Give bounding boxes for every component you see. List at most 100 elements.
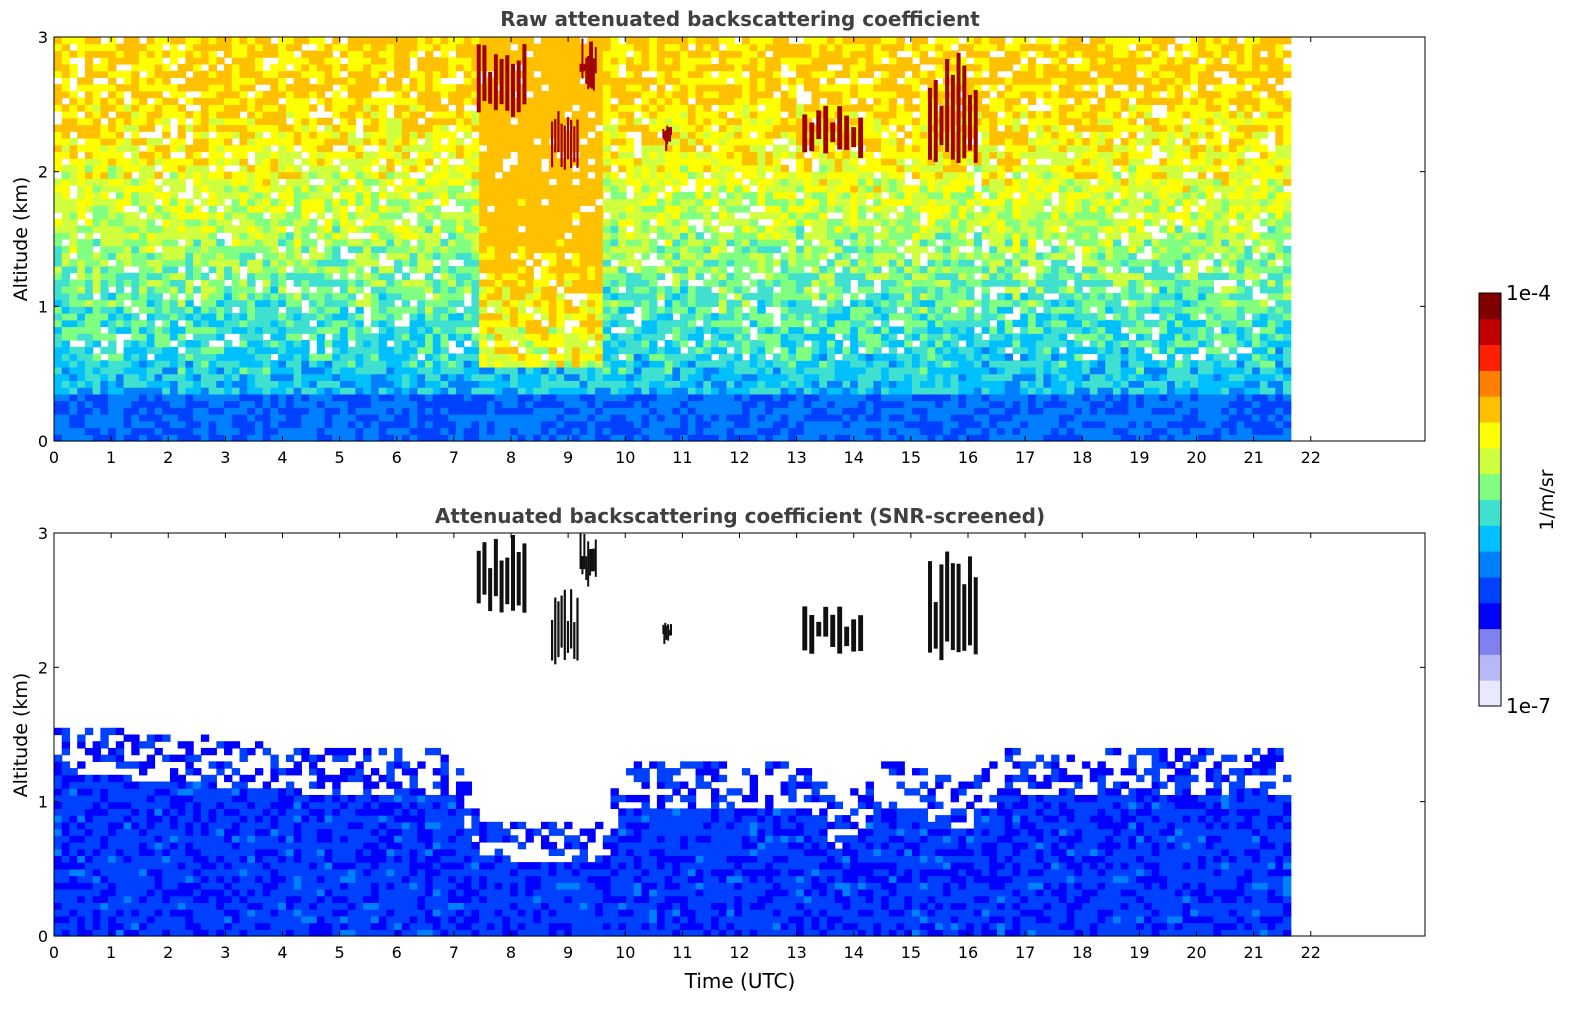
heatmap-cell [108,400,117,408]
heatmap-cell [610,225,619,233]
heatmap-cell [169,144,179,153]
heatmap-cell [610,57,619,65]
heatmap-cell [633,279,643,287]
heatmap-cell [726,279,735,287]
heatmap-cell [100,420,109,429]
heatmap-cell [378,245,387,254]
heatmap-cell [417,427,426,435]
heatmap-cell [595,239,604,247]
heatmap-cell [293,232,302,240]
heatmap-cell [664,138,673,146]
heatmap-cell [108,171,117,179]
heatmap-cell [239,185,248,193]
heatmap-cell [440,131,449,139]
heatmap-cell [556,218,565,227]
heatmap-cell [656,90,666,99]
heatmap-cell [757,239,766,247]
heatmap-cell [285,346,295,355]
heatmap-cell [100,97,109,105]
heatmap-cell [208,50,217,58]
heatmap-cell [463,205,473,213]
heatmap-cell [84,117,94,126]
heatmap-cell [757,286,766,294]
heatmap-cell [602,198,612,206]
heatmap-cell [193,191,202,200]
heatmap-cell [139,117,148,126]
heatmap-cell [479,407,488,415]
heatmap-cell [363,124,372,132]
heatmap-cell [169,279,179,287]
heatmap-cell [649,164,658,173]
heatmap-cell [61,299,71,307]
heatmap-cell [734,272,743,280]
heatmap-cell [285,124,295,132]
heatmap-cell [254,63,264,72]
heatmap-cell [471,232,480,240]
heatmap-cell [432,245,442,254]
heatmap-cell [332,90,341,99]
heatmap-cell [200,131,210,139]
heatmap-cell [177,279,187,287]
heatmap-cell [54,43,63,52]
heatmap-cell [455,434,465,442]
heatmap-cell [254,198,264,206]
heatmap-cell [177,252,187,260]
heatmap-cell [262,265,272,274]
heatmap-cell [247,185,256,193]
heatmap-cell [595,63,604,72]
heatmap-cell [193,185,202,193]
heatmap-cell [316,360,326,368]
heatmap-cell [664,326,673,334]
heatmap-cell [224,171,233,179]
heatmap-cell [595,400,604,408]
heatmap-cell [270,111,279,119]
heatmap-cell [649,212,658,220]
heatmap-cell [401,90,411,99]
heatmap-cell [618,380,627,388]
heatmap-cell [177,366,187,375]
heatmap-cell [525,185,534,193]
heatmap-cell [587,326,596,334]
heatmap-cell [718,340,728,348]
heatmap-cell [231,286,241,294]
heatmap-cell [231,124,241,132]
heatmap-cell [332,111,341,119]
heatmap-cell [193,265,202,274]
heatmap-cell [548,414,558,422]
heatmap-cell [278,70,287,78]
heatmap-cell [293,292,302,301]
heatmap-cell [579,313,588,321]
heatmap-cell [510,414,519,422]
heatmap-cell [247,265,256,274]
heatmap-cell [270,232,279,240]
heatmap-cell [200,239,210,247]
heatmap-cell [533,306,542,314]
heatmap-cell [757,373,766,381]
heatmap-cell [579,299,588,307]
heatmap-cell [347,171,357,179]
heatmap-cell [463,400,473,408]
heatmap-cell [711,265,720,274]
heatmap-cell [749,400,759,408]
heatmap-cell [587,272,596,280]
heatmap-cell [726,90,735,99]
heatmap-cell [92,63,101,72]
heatmap-cell [417,212,426,220]
heatmap-cell [301,319,310,328]
heatmap-cell [370,70,380,78]
heatmap-cell [100,124,109,132]
heatmap-cell [718,178,728,186]
heatmap-cell [254,131,264,139]
heatmap-cell [200,387,210,395]
heatmap-cell [680,158,689,166]
heatmap-cell [440,434,449,442]
heatmap-cell [84,171,94,179]
heatmap-cell [486,387,496,395]
heatmap-cell [417,57,426,65]
heatmap-cell [108,37,117,45]
heatmap-cell [618,144,627,153]
heatmap-cell [649,37,658,45]
heatmap-cell [262,373,272,381]
heatmap-cell [448,151,457,159]
heatmap-cell [571,353,581,361]
